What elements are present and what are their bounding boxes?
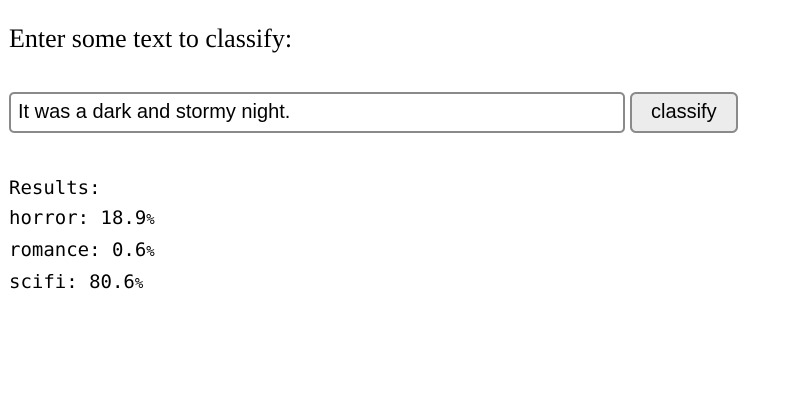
result-text: scifi: 80.6 (9, 271, 135, 294)
percent-sign: % (146, 244, 155, 261)
result-line-romance: romance: 0.6% (9, 235, 790, 267)
percent-sign: % (134, 276, 144, 293)
results-block: Results: horror: 18.9% romance: 0.6% scifi… (9, 173, 790, 299)
result-text: romance: 0.6 (9, 239, 147, 262)
classify-form: classify (9, 92, 790, 134)
text-input[interactable] (9, 92, 625, 134)
percent-sign: % (146, 212, 155, 229)
result-line-scifi: scifi: 80.6% (9, 267, 790, 299)
results-list: horror: 18.9% romance: 0.6% scifi: 80.6% (9, 203, 790, 299)
result-line-horror: horror: 18.9% (9, 203, 790, 235)
results-title: Results: (9, 177, 101, 200)
classify-button[interactable]: classify (630, 92, 738, 134)
page-title: Enter some text to classify: (9, 24, 293, 53)
result-text: horror: 18.9 (9, 207, 147, 230)
